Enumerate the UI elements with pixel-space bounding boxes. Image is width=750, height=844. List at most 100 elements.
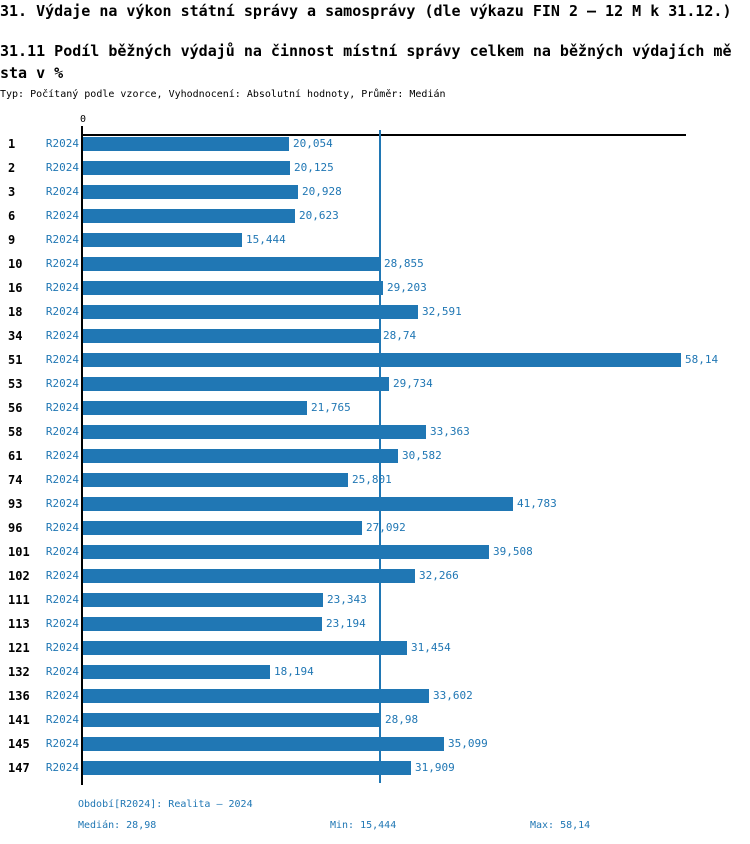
chart-row: 145 R2024 35,099 [0, 732, 750, 756]
row-category-label: 3 [8, 185, 16, 199]
row-category-label: 6 [8, 209, 16, 223]
row-category-label: 9 [8, 233, 16, 247]
row-category-label: 145 [8, 737, 30, 751]
row-value-label: 20,928 [302, 185, 342, 198]
row-category-label: 141 [8, 713, 30, 727]
row-series-label: R2024 [45, 713, 79, 726]
row-value-label: 23,343 [327, 593, 367, 606]
row-value-label: 18,194 [274, 665, 314, 678]
indicator-subtitle: 31.11 Podíl běžných výdajů na činnost mí… [0, 42, 732, 82]
row-bar [83, 545, 489, 559]
indicator-meta: Typ: Počítaný podle vzorce, Vyhodnocení:… [0, 89, 446, 100]
row-series-label: R2024 [45, 473, 79, 486]
row-series-label: R2024 [45, 233, 79, 246]
row-series-label: R2024 [45, 257, 79, 270]
row-series-label: R2024 [45, 209, 79, 222]
row-bar [83, 617, 322, 631]
page-title: 31. Výdaje na výkon státní správy a samo… [0, 2, 732, 20]
row-category-label: 111 [8, 593, 30, 607]
row-category-label: 34 [8, 329, 23, 343]
row-category-label: 113 [8, 617, 30, 631]
row-series-label: R2024 [45, 521, 79, 534]
row-series-label: R2024 [45, 161, 79, 174]
row-bar [83, 257, 380, 271]
chart-row: 141 R2024 28,98 [0, 708, 750, 732]
chart-row: 132 R2024 18,194 [0, 660, 750, 684]
row-bar [83, 689, 429, 703]
x-axis-line [81, 134, 686, 136]
row-series-label: R2024 [45, 377, 79, 390]
row-bar [83, 473, 348, 487]
chart-row: 121 R2024 31,454 [0, 636, 750, 660]
y-axis-line [81, 126, 83, 785]
row-bar [83, 305, 418, 319]
row-series-label: R2024 [45, 617, 79, 630]
row-bar [83, 329, 379, 343]
row-category-label: 61 [8, 449, 23, 463]
row-bar [83, 449, 398, 463]
row-bar [83, 737, 444, 751]
row-series-label: R2024 [45, 425, 79, 438]
row-category-label: 53 [8, 377, 23, 391]
row-bar [83, 185, 298, 199]
chart-row: 18 R2024 32,591 [0, 300, 750, 324]
row-series-label: R2024 [45, 281, 79, 294]
row-category-label: 147 [8, 761, 30, 775]
row-series-label: R2024 [45, 305, 79, 318]
row-series-label: R2024 [45, 641, 79, 654]
chart-row: 9 R2024 15,444 [0, 228, 750, 252]
row-series-label: R2024 [45, 497, 79, 510]
row-value-label: 27,092 [366, 521, 406, 534]
row-bar [83, 377, 389, 391]
row-series-label: R2024 [45, 329, 79, 342]
row-value-label: 29,203 [387, 281, 427, 294]
row-category-label: 102 [8, 569, 30, 583]
chart-row: 93 R2024 41,783 [0, 492, 750, 516]
row-category-label: 93 [8, 497, 23, 511]
row-series-label: R2024 [45, 185, 79, 198]
row-value-label: 31,909 [415, 761, 455, 774]
chart-row: 2 R2024 20,125 [0, 156, 750, 180]
row-category-label: 56 [8, 401, 23, 415]
row-bar [83, 353, 681, 367]
row-bar [83, 761, 411, 775]
row-bar [83, 593, 323, 607]
row-category-label: 16 [8, 281, 23, 295]
row-value-label: 32,266 [419, 569, 459, 582]
max-label: Max: 58,14 [530, 820, 591, 831]
chart-row: 147 R2024 31,909 [0, 756, 750, 780]
chart-row: 53 R2024 29,734 [0, 372, 750, 396]
row-bar [83, 209, 295, 223]
row-category-label: 1 [8, 137, 16, 151]
row-value-label: 15,444 [246, 233, 286, 246]
chart-row: 102 R2024 32,266 [0, 564, 750, 588]
chart-row: 111 R2024 23,343 [0, 588, 750, 612]
chart-row: 61 R2024 30,582 [0, 444, 750, 468]
chart-rows: 1 R2024 20,054 2 R2024 20,125 3 R2024 20,928 6 R20… [0, 132, 750, 780]
period-label: Období[R2024]: Realita — 2024 [78, 799, 253, 810]
row-value-label: 21,765 [311, 401, 351, 414]
chart-row: 96 R2024 27,092 [0, 516, 750, 540]
row-value-label: 20,054 [293, 137, 333, 150]
row-category-label: 96 [8, 521, 23, 535]
row-value-label: 20,125 [294, 161, 334, 174]
chart-row: 56 R2024 21,765 [0, 396, 750, 420]
row-value-label: 23,194 [326, 617, 366, 630]
row-series-label: R2024 [45, 737, 79, 750]
row-bar [83, 425, 426, 439]
chart-row: 3 R2024 20,928 [0, 180, 750, 204]
row-category-label: 51 [8, 353, 23, 367]
chart-row: 74 R2024 25,801 [0, 468, 750, 492]
row-bar [83, 713, 381, 727]
chart-row: 10 R2024 28,855 [0, 252, 750, 276]
row-series-label: R2024 [45, 353, 79, 366]
row-value-label: 20,623 [299, 209, 339, 222]
median-label: Medián: 28,98 [78, 820, 157, 831]
row-series-label: R2024 [45, 545, 79, 558]
row-value-label: 33,363 [430, 425, 470, 438]
row-bar [83, 665, 270, 679]
row-bar [83, 497, 513, 511]
row-value-label: 39,508 [493, 545, 533, 558]
row-category-label: 2 [8, 161, 16, 175]
row-value-label: 28,74 [383, 329, 417, 342]
